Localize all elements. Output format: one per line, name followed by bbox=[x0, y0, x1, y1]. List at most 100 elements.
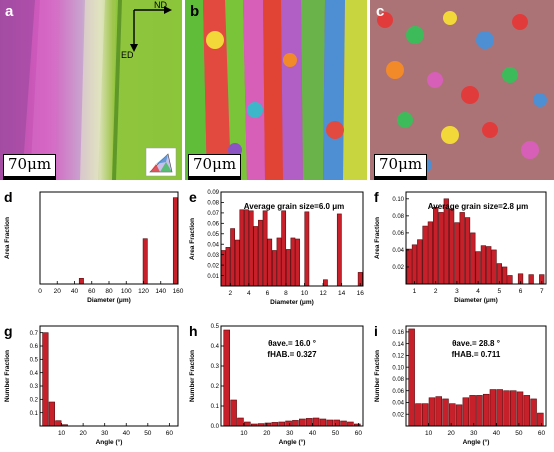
y-tick-label: 0.4 bbox=[30, 371, 39, 377]
ebsd-map-a bbox=[0, 0, 182, 180]
x-axis-label: Angle (°) bbox=[96, 438, 123, 446]
bar bbox=[475, 251, 481, 285]
bar bbox=[427, 221, 434, 285]
orientation-axes: ND ED bbox=[121, 0, 172, 60]
chart-d: 0 20 40 60 80 100 120 140 160 Diameter (μm) Area F… bbox=[4, 189, 184, 304]
panel-label-b: b bbox=[190, 3, 200, 20]
bar bbox=[248, 210, 254, 287]
y-tick-label: 0.12 bbox=[392, 354, 404, 360]
y-tick-label: 0.1 bbox=[30, 411, 39, 417]
x-tick-label: 80 bbox=[105, 288, 113, 295]
y-tick-label: 0.06 bbox=[392, 231, 404, 237]
x-axis-label: Diameter (μm) bbox=[454, 297, 498, 304]
bar bbox=[476, 395, 483, 427]
plot-frame bbox=[220, 191, 364, 287]
bar bbox=[496, 389, 503, 427]
bar bbox=[415, 403, 422, 427]
ebsd-map-c bbox=[370, 0, 554, 180]
scale-bar-a: 70μm bbox=[3, 154, 57, 180]
bar bbox=[347, 421, 354, 427]
bar bbox=[299, 418, 306, 427]
x-tick-label: 6 bbox=[266, 290, 270, 297]
plot-frame bbox=[405, 191, 547, 285]
y-tick-label: 0.10 bbox=[392, 365, 404, 371]
bar bbox=[258, 219, 263, 287]
bar bbox=[267, 238, 273, 287]
bar bbox=[510, 390, 517, 427]
bar bbox=[507, 275, 513, 285]
x-tick-label: 100 bbox=[121, 288, 132, 295]
x-tick-label: 60 bbox=[355, 430, 363, 437]
bar bbox=[408, 328, 415, 427]
bar bbox=[459, 212, 465, 285]
chart-f: 1 2 3 4 5 6 7 0.02 0.04 0.06 0.08 0.10 Diameter (μm)… bbox=[374, 189, 547, 304]
bar bbox=[253, 226, 259, 287]
y-tick-label: 0.08 bbox=[392, 377, 404, 383]
y-tick-label: 0.6 bbox=[30, 344, 39, 350]
bar bbox=[262, 210, 268, 287]
x-tick-label: 60 bbox=[166, 430, 174, 437]
bar bbox=[336, 213, 342, 287]
y-tick-label: 0.4 bbox=[211, 344, 220, 350]
x-tick-label: 60 bbox=[538, 430, 546, 437]
x-tick-label: 14 bbox=[338, 290, 346, 297]
y-tick-label: 0.08 bbox=[392, 214, 404, 220]
bar bbox=[482, 393, 490, 427]
bar bbox=[244, 209, 249, 287]
bar bbox=[225, 247, 231, 287]
bar bbox=[234, 239, 240, 287]
x-tick-label: 10 bbox=[301, 290, 309, 297]
chart-i: 10 20 30 40 50 60 0.02 0.04 0.06 0.08 0.10 0.12 0.14… bbox=[374, 323, 547, 446]
x-tick-label: 12 bbox=[319, 290, 327, 297]
x-tick-label: 40 bbox=[123, 430, 131, 437]
panel-label-f: f bbox=[374, 189, 379, 205]
y-axis-label: Area Fraction bbox=[374, 217, 381, 259]
x-tick-label: 30 bbox=[101, 430, 109, 437]
plot-frame bbox=[405, 325, 547, 427]
x-tick-label: 2 bbox=[434, 288, 438, 295]
x-axis-label: Angle (°) bbox=[279, 438, 306, 446]
x-tick-label: 3 bbox=[455, 288, 459, 295]
x-axis-label: Diameter (μm) bbox=[270, 299, 314, 306]
y-axis-label: Area Fraction bbox=[4, 217, 11, 259]
y-tick-label: 0.01 bbox=[207, 274, 219, 280]
bar bbox=[333, 419, 340, 427]
x-tick-label: 8 bbox=[284, 290, 288, 297]
bar bbox=[443, 198, 449, 285]
y-tick-label: 0.02 bbox=[392, 265, 404, 271]
x-tick-label: 50 bbox=[332, 430, 340, 437]
y-tick-label: 0.2 bbox=[30, 398, 39, 404]
y-tick-label: 0.2 bbox=[211, 384, 220, 390]
panel-label-e: e bbox=[189, 189, 197, 205]
bar bbox=[78, 278, 84, 285]
bar bbox=[55, 420, 62, 427]
x-tick-label: 40 bbox=[493, 430, 501, 437]
y-tick-label: 0.04 bbox=[392, 248, 404, 254]
panel-label-a: a bbox=[5, 3, 14, 20]
x-tick-label: 1 bbox=[413, 288, 417, 295]
y-tick-label: 0.3 bbox=[211, 364, 220, 370]
x-tick-label: 5 bbox=[498, 288, 502, 295]
bar bbox=[172, 197, 178, 285]
x-tick-label: 50 bbox=[144, 430, 152, 437]
bar bbox=[502, 266, 508, 285]
x-axis-label: Angle (°) bbox=[463, 438, 490, 446]
bar bbox=[537, 412, 544, 427]
y-tick-label: 0.7 bbox=[30, 331, 39, 337]
bar bbox=[448, 208, 455, 285]
bar bbox=[142, 238, 148, 285]
annotation-line: θave.= 16.0 ° bbox=[268, 339, 316, 348]
y-tick-label: 0.16 bbox=[392, 330, 404, 336]
bar bbox=[496, 263, 502, 285]
x-tick-label: 7 bbox=[540, 288, 544, 295]
bar bbox=[523, 395, 531, 427]
x-tick-label: 10 bbox=[240, 430, 248, 437]
y-tick-label: 0.03 bbox=[207, 253, 219, 259]
y-axis-label: Number Fraction bbox=[374, 350, 381, 402]
x-tick-label: 40 bbox=[71, 288, 79, 295]
x-tick-label: 16 bbox=[357, 290, 365, 297]
axis-ed-label: ED bbox=[121, 50, 134, 60]
bar bbox=[290, 237, 296, 287]
bar bbox=[278, 421, 285, 427]
bar bbox=[442, 398, 449, 427]
